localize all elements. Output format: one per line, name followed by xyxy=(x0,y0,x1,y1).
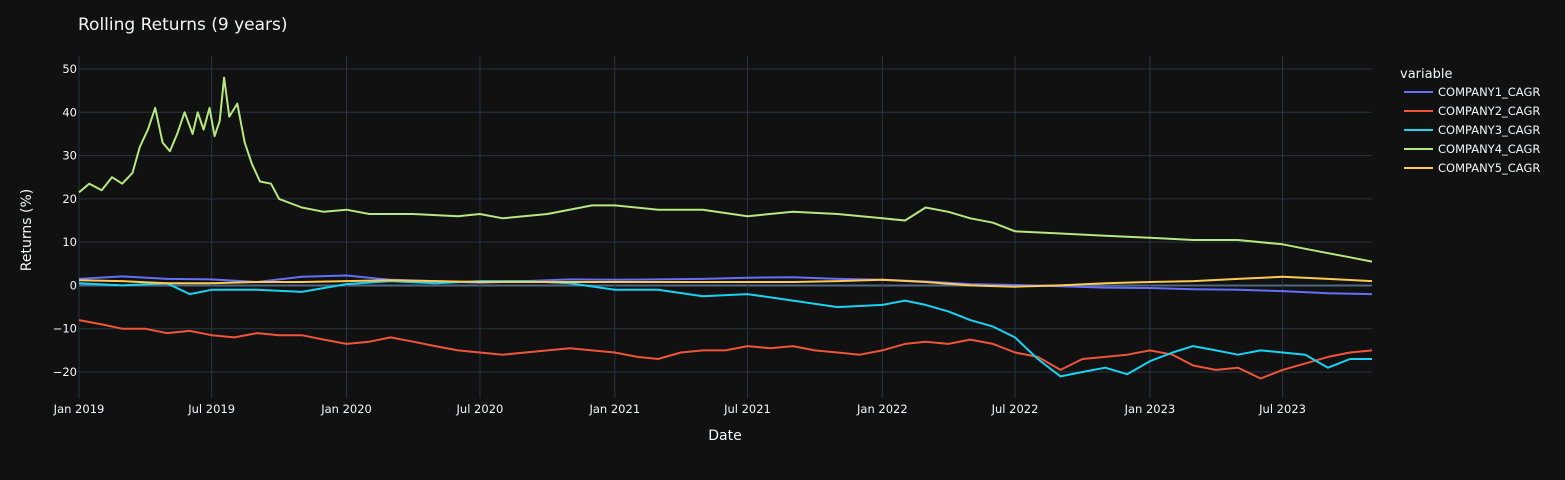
x-tick-label: Jan 2023 xyxy=(1124,402,1176,416)
x-tick-label: Jan 2022 xyxy=(856,402,908,416)
legend-label: COMPANY4_CAGR xyxy=(1438,142,1540,156)
legend-label: COMPANY5_CAGR xyxy=(1438,161,1540,175)
y-tick-label: 50 xyxy=(62,62,77,76)
series-line-company1_cagr xyxy=(78,274,1373,296)
legend-label: COMPANY3_CAGR xyxy=(1438,123,1540,137)
y-axis-ticks: −20 −10 0 10 20 30 40 50 xyxy=(53,62,77,379)
series-line-company3_cagr xyxy=(78,280,1372,378)
x-tick-label: Jul 2021 xyxy=(723,402,771,416)
series-line-company2_cagr xyxy=(78,319,1373,380)
y-tick-label: 20 xyxy=(62,192,77,206)
y-tick-label: 0 xyxy=(70,278,77,292)
y-tick-label: 30 xyxy=(62,149,77,163)
legend-title: variable xyxy=(1400,67,1452,82)
x-tick-label: Jan 2019 xyxy=(53,402,105,416)
y-tick-label: −20 xyxy=(53,365,77,379)
x-tick-label: Jul 2019 xyxy=(187,402,235,416)
y-tick-label: 40 xyxy=(62,105,77,119)
y-axis-label: Returns (%) xyxy=(19,189,35,271)
x-tick-label: Jan 2020 xyxy=(320,402,372,416)
series-line-company4_cagr xyxy=(78,76,1373,263)
series-line-company5_cagr xyxy=(78,275,1373,288)
x-axis-ticks: Jan 2019 Jul 2019 Jan 2020 Jul 2020 Jan 2021… xyxy=(53,402,1306,416)
series-lines xyxy=(78,76,1373,380)
legend-label: COMPANY1_CAGR xyxy=(1438,85,1540,99)
y-tick-label: −10 xyxy=(53,322,77,336)
legend-items: COMPANY1_CAGR COMPANY2_CAGR COMPANY3_CAGR C… xyxy=(1404,85,1540,175)
x-axis-label: Date xyxy=(708,428,741,444)
y-tick-label: 10 xyxy=(62,235,77,249)
x-tick-label: Jul 2023 xyxy=(1258,402,1306,416)
legend: variable COMPANY1_CAGRCOMPANY2_CAGRCOMPA… xyxy=(1400,67,1540,175)
x-tick-label: Jul 2022 xyxy=(991,402,1039,416)
x-tick-label: Jan 2021 xyxy=(588,402,640,416)
x-tick-label: Jul 2020 xyxy=(456,402,504,416)
legend-label: COMPANY2_CAGR xyxy=(1438,104,1540,118)
chart-title: Rolling Returns (9 years) xyxy=(78,15,288,35)
grid-lines xyxy=(78,56,1372,398)
